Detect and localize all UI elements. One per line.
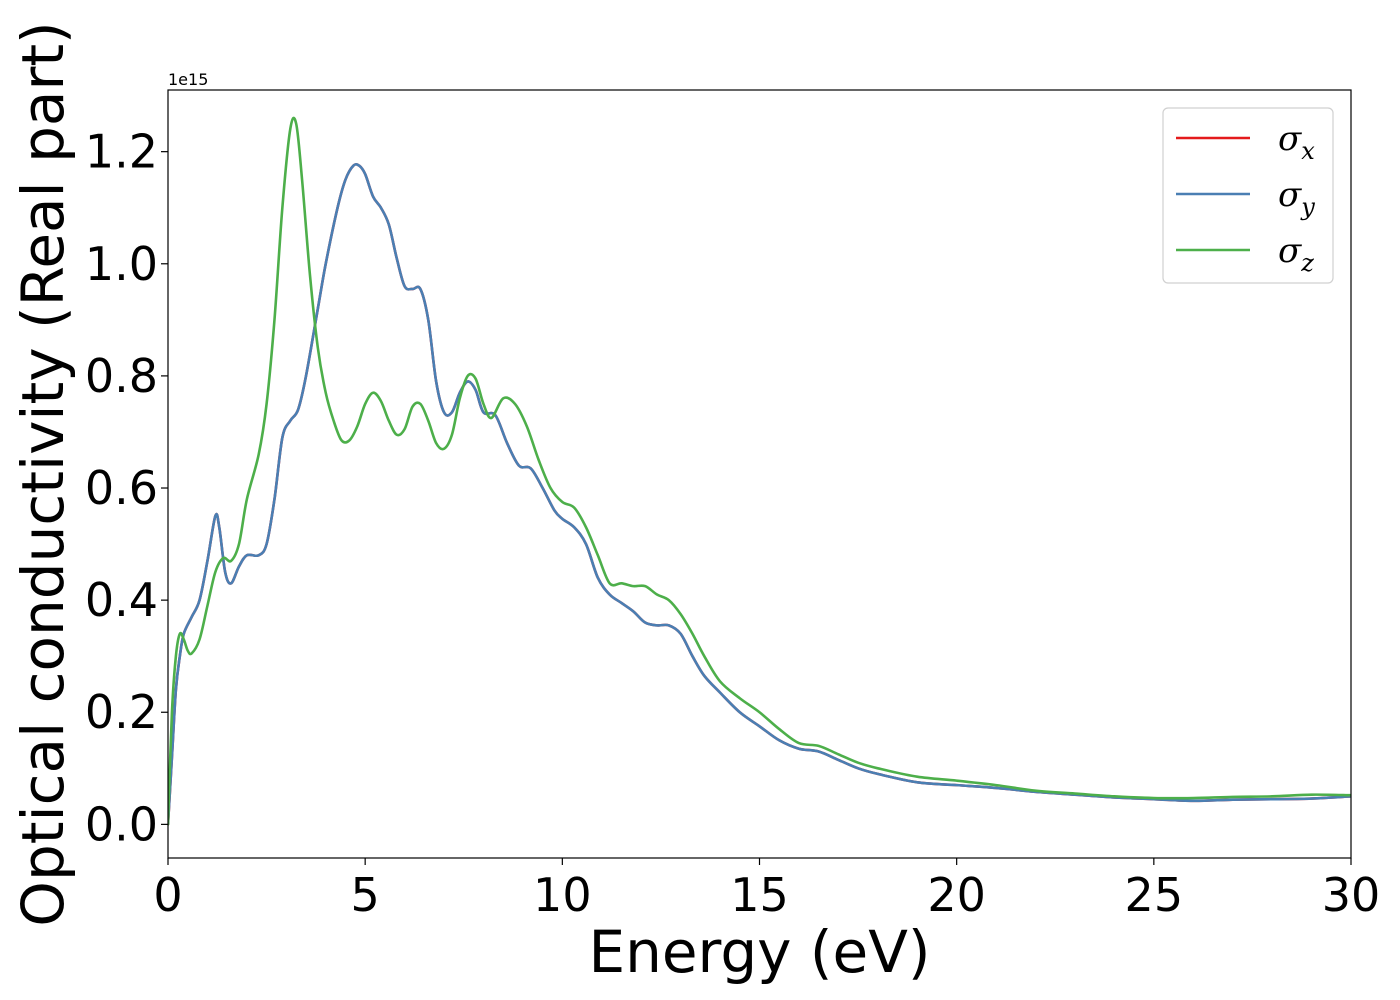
x-tick-label: 30 [1322, 868, 1381, 922]
x-tick-label: 20 [927, 868, 986, 922]
legend-label-x: σx [1278, 119, 1315, 165]
y-tick-label: 0.0 [85, 797, 158, 851]
series-line-y [168, 162, 1351, 826]
legend-subscript: y [1300, 193, 1315, 221]
legend-box [1162, 107, 1334, 284]
series-line-z [168, 116, 1351, 826]
legend-subscript: x [1301, 137, 1315, 165]
legend-symbol: σ [1278, 175, 1302, 215]
x-tick-label: 5 [351, 868, 380, 922]
x-axis: 0 5 10 15 20 25 30 [153, 858, 1380, 922]
legend-label-z: σz [1278, 231, 1314, 277]
y-tick-label: 1.2 [85, 125, 158, 179]
y-tick-label: 1.0 [85, 237, 158, 291]
y-tick-label: 0.6 [85, 461, 158, 515]
y-axis-title: Optical conductivity (Real part) [9, 21, 77, 926]
legend-subscript: z [1300, 249, 1314, 277]
y-tick-label: 0.4 [85, 573, 158, 627]
series-layer [168, 116, 1351, 826]
legend-label-y: σy [1278, 175, 1315, 221]
x-axis-title: Energy (eV) [588, 918, 930, 986]
x-tick-label: 15 [730, 868, 789, 922]
x-tick-label: 25 [1125, 868, 1184, 922]
legend-symbol: σ [1278, 231, 1302, 271]
x-tick-label: 0 [153, 868, 182, 922]
x-tick-label: 10 [533, 868, 592, 922]
y-axis: 0.0 0.2 0.4 0.6 0.8 1.0 1.2 [85, 125, 168, 851]
y-tick-label: 0.8 [85, 349, 158, 403]
plot-area [168, 90, 1351, 858]
legend-symbol: σ [1278, 119, 1302, 159]
y-offset-text: 1e15 [168, 70, 208, 89]
y-tick-label: 0.2 [85, 685, 158, 739]
